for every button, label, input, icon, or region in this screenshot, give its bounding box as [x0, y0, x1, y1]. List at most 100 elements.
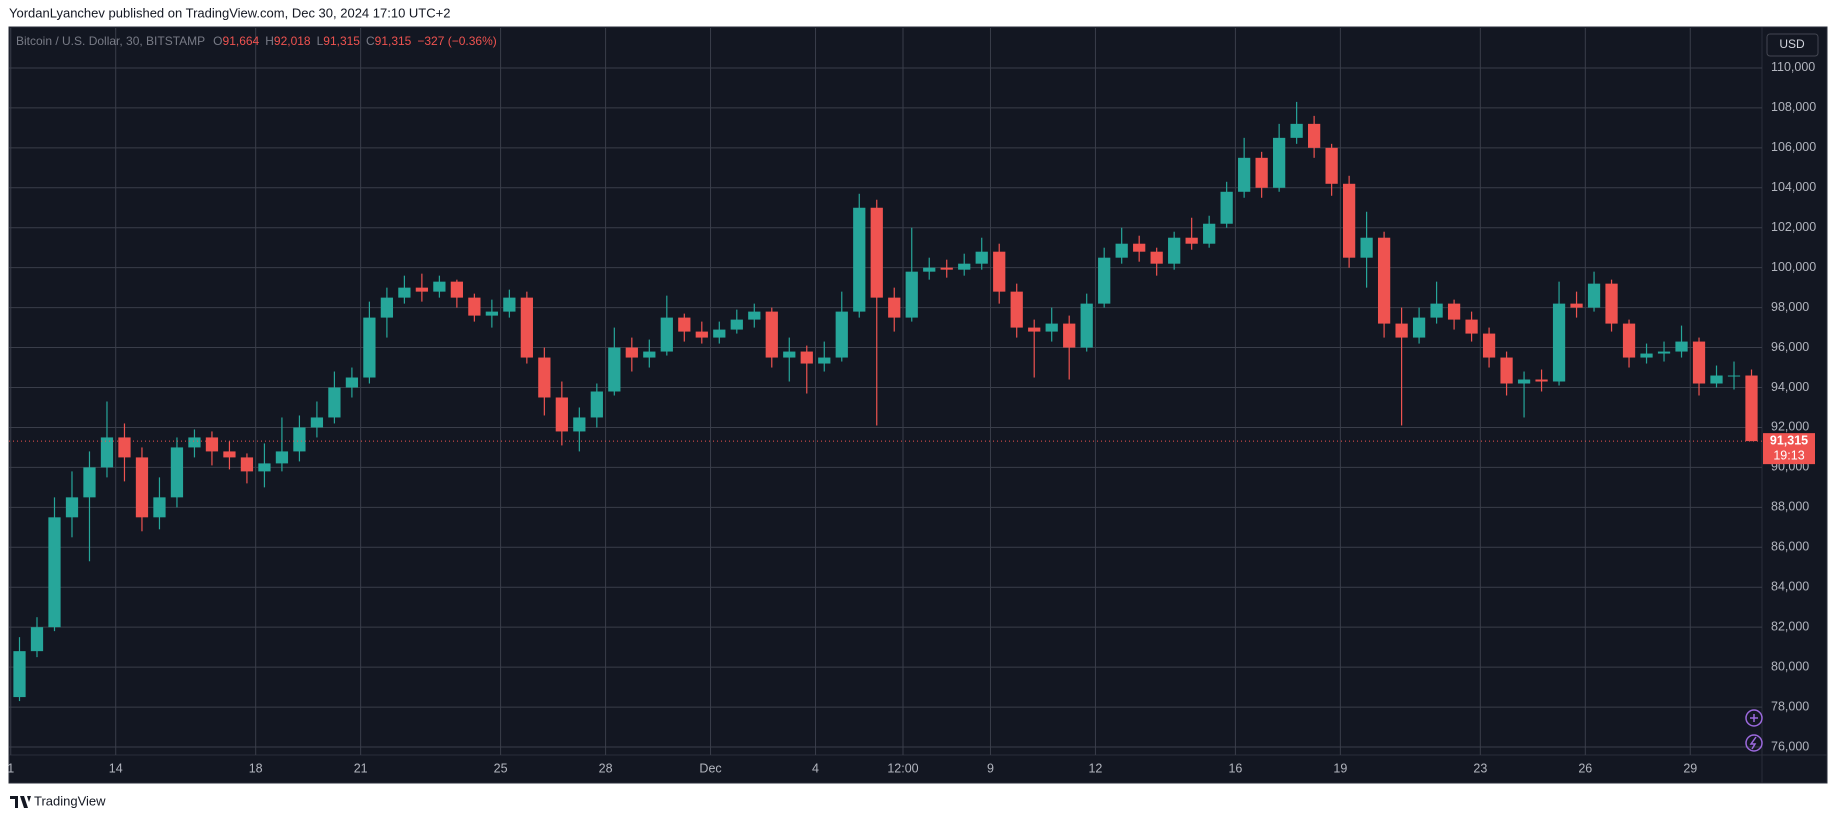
candle-body [1220, 191, 1233, 224]
y-tick-label: 86,000 [1771, 540, 1809, 554]
y-tick-label: 88,000 [1771, 500, 1809, 514]
x-tick-label: 1 [7, 761, 14, 775]
candle-body [783, 351, 796, 358]
candle-body [1273, 137, 1286, 188]
candle-body [48, 517, 61, 628]
readout-value: 92,018 [274, 34, 311, 48]
candle-body [485, 311, 498, 316]
candle-body [870, 207, 883, 298]
candle-body [135, 457, 149, 518]
icon-button[interactable] [1745, 709, 1763, 727]
candle-body [450, 281, 463, 298]
candle-body [1622, 323, 1636, 358]
candle-body [258, 463, 271, 472]
candle-body [1412, 317, 1426, 338]
candle-body [328, 387, 341, 418]
candle-body [503, 297, 516, 312]
candle-body [1080, 303, 1093, 348]
x-tick-label: 16 [1228, 761, 1242, 775]
candle-body [83, 467, 96, 498]
x-tick-label: 12:00 [887, 761, 918, 775]
candle-body [1010, 291, 1023, 328]
candle-body [1325, 147, 1338, 184]
icon-button[interactable] [1745, 734, 1763, 752]
candle-body [1133, 243, 1146, 252]
x-tick-label: 4 [812, 761, 819, 775]
candle-body [1063, 323, 1076, 348]
last-price-box [1763, 433, 1815, 465]
readout-key: O [213, 34, 222, 48]
y-tick-label: 80,000 [1771, 659, 1809, 673]
candle-body [853, 207, 866, 312]
candle-body [30, 627, 44, 652]
candle-body [1342, 183, 1356, 258]
icon-glyph [1749, 736, 1757, 750]
x-tick-label: 29 [1683, 761, 1697, 775]
x-tick-label: 14 [109, 761, 123, 775]
candle-body [1710, 375, 1723, 384]
y-tick-label: 78,000 [1771, 699, 1809, 713]
readout-change: −327 (−0.36%) [417, 34, 496, 48]
candle-body [1535, 379, 1548, 382]
candle-body [1115, 243, 1128, 258]
candle-body [1045, 323, 1058, 332]
y-tick-label: 82,000 [1771, 619, 1809, 633]
candles [13, 101, 1758, 702]
readout-key: C [366, 34, 375, 48]
y-tick-label: 104,000 [1771, 180, 1816, 194]
candle-body [13, 651, 26, 698]
candle-body [538, 357, 551, 398]
x-tick-label: 23 [1473, 761, 1487, 775]
candle-body [415, 287, 429, 292]
candle-body [1657, 351, 1671, 354]
candle-body [1605, 283, 1618, 324]
candle-body [905, 271, 918, 318]
candle-body [818, 357, 831, 364]
x-tick-label: 21 [354, 761, 368, 775]
y-tick-label: 98,000 [1771, 300, 1809, 314]
y-tick-label: 106,000 [1771, 140, 1816, 154]
legend-readout: Bitcoin / U.S. Dollar, 30, BITSTAMP O91,6… [16, 34, 497, 48]
currency-label[interactable]: USD [1779, 37, 1805, 51]
candle-body [1308, 123, 1321, 148]
y-tick-label: 102,000 [1771, 220, 1816, 234]
countdown-label: 19:13 [1773, 448, 1804, 462]
candle-body [923, 267, 936, 272]
y-tick-label: 96,000 [1771, 340, 1809, 354]
candle-body [590, 391, 603, 418]
y-tick-label: 94,000 [1771, 380, 1809, 394]
candle-body [1552, 303, 1566, 382]
candle-body [993, 251, 1006, 292]
candle-body [275, 451, 289, 464]
currency-button[interactable] [1766, 33, 1819, 57]
x-tick-label: 12 [1088, 761, 1102, 775]
candle-body [958, 263, 971, 270]
last-price-label: 91,315 [1770, 433, 1808, 447]
readout-value: 91,315 [375, 34, 412, 48]
y-tick-label: 100,000 [1771, 260, 1816, 274]
candle-body [65, 497, 79, 518]
y-tick-label: 108,000 [1771, 100, 1816, 114]
candle-body [1482, 333, 1496, 358]
candle-body [835, 311, 848, 358]
readout-value: 91,315 [323, 34, 360, 48]
candle-body [678, 317, 691, 332]
x-tick-label: 9 [987, 761, 994, 775]
candle-body [1290, 123, 1303, 138]
candle-body [1238, 157, 1251, 192]
y-tick-label: 76,000 [1771, 739, 1809, 753]
candle-body [1185, 237, 1198, 244]
x-tick-label: Dec [699, 761, 721, 775]
candle-body [1675, 341, 1688, 352]
candle-body [800, 351, 813, 364]
y-tick-label: 92,000 [1771, 420, 1809, 434]
candle-body [713, 329, 726, 338]
candle-body [205, 437, 219, 452]
candle-body [1692, 341, 1706, 384]
candle-body [188, 437, 201, 448]
candle-body [1465, 319, 1478, 334]
candle-body [1587, 283, 1601, 308]
candle-body [1360, 237, 1373, 258]
candle-body [398, 287, 411, 298]
